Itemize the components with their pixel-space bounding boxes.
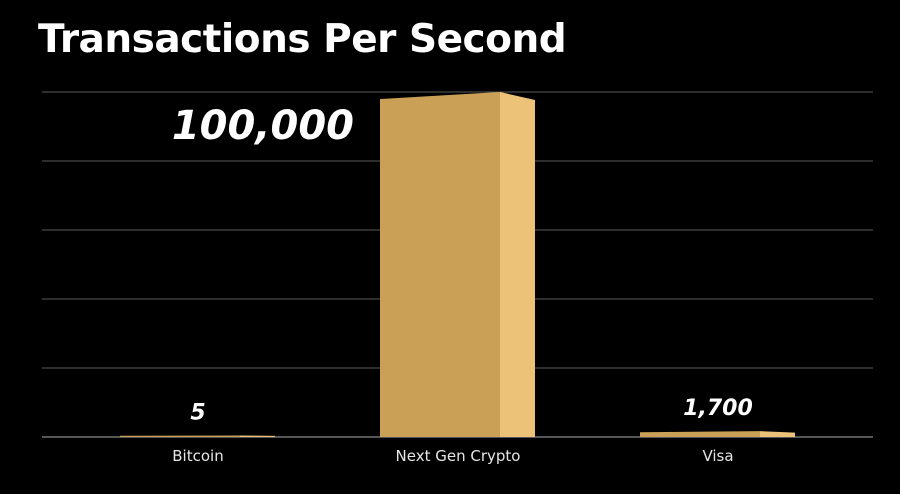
bar-2 [640,431,760,437]
data-label-2: 1,700 [683,396,753,421]
category-label-1: Next Gen Crypto [396,447,521,465]
data-label-0: 5 [190,401,205,426]
data-label-1: 100,000 [172,103,354,149]
bar-side-0 [240,435,275,437]
bar-side-2 [760,431,795,437]
chart-title: Transactions Per Second [38,17,567,62]
bar-side-1 [500,92,535,437]
bar-0 [120,435,240,437]
bar-1 [380,92,500,437]
category-label-2: Visa [702,447,733,465]
category-label-0: Bitcoin [172,447,223,465]
